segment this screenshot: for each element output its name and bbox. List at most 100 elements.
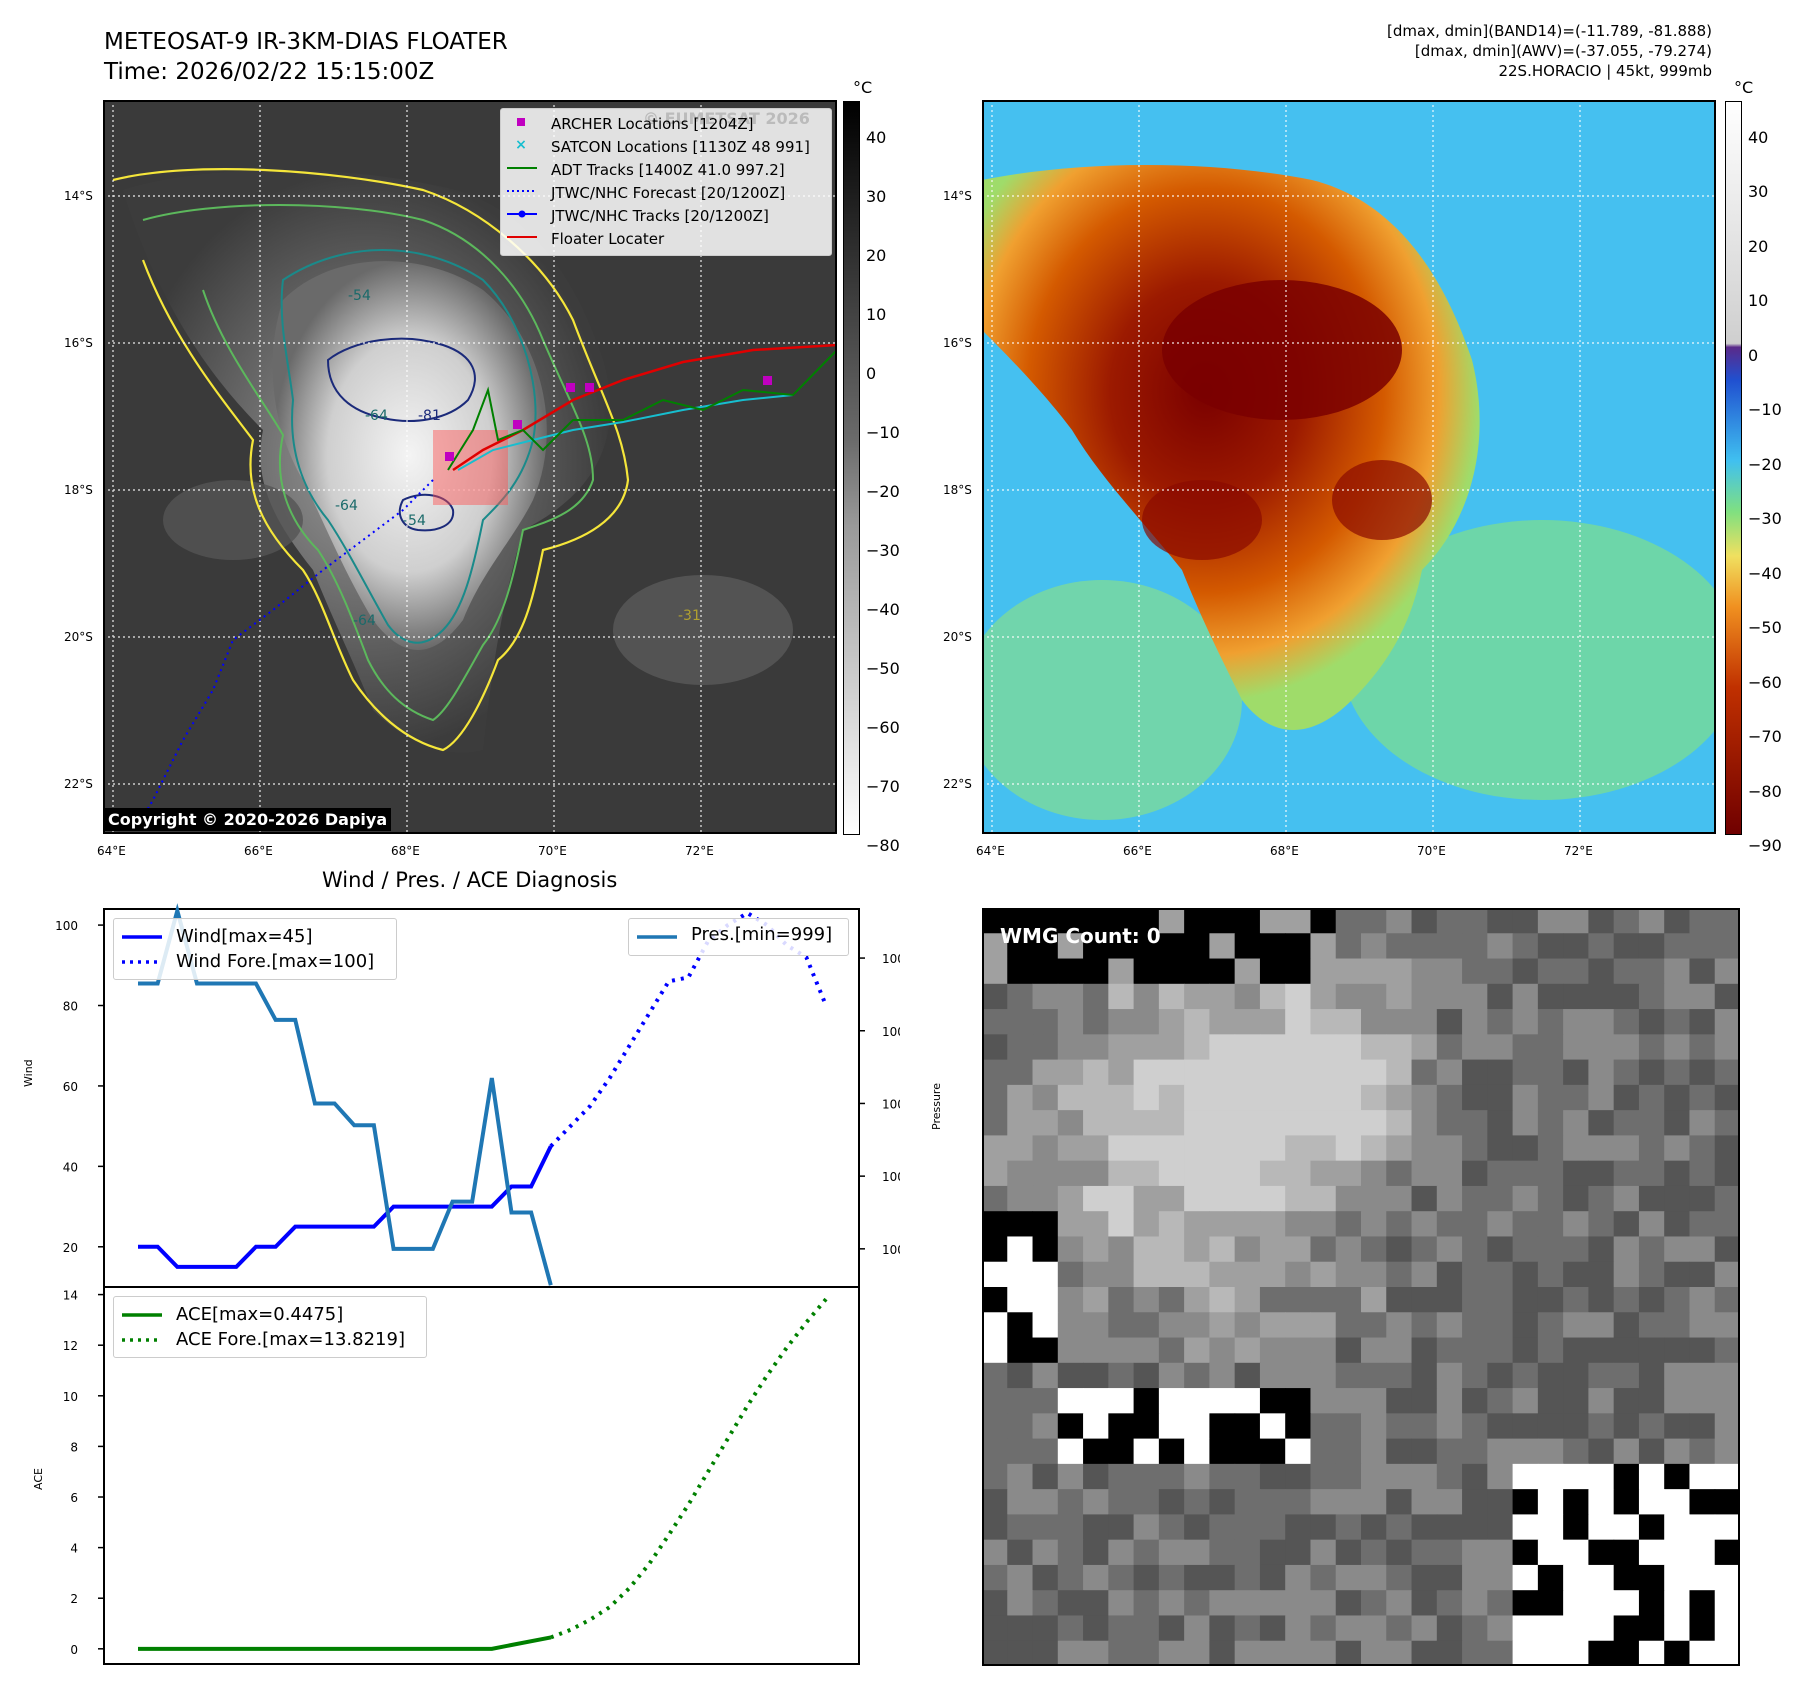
wmg-pixel	[1361, 1413, 1387, 1440]
wmg-pixel	[1184, 1160, 1210, 1187]
colorbar-left-tick: −60	[866, 718, 900, 737]
legend-ace: ACE[max=0.4475]	[176, 1304, 344, 1325]
wmg-pixel	[1487, 1034, 1514, 1061]
lat-label: 18°S	[943, 483, 972, 497]
wmg-pixel	[1386, 1337, 1413, 1364]
wmg-pixel	[1537, 1059, 1564, 1086]
wmg-pixel	[1133, 1413, 1160, 1440]
wmg-pixel	[1386, 1312, 1413, 1339]
legend-adt: ADT Tracks [1400Z 41.0 997.2]	[551, 161, 785, 179]
wmg-pixel	[1638, 1413, 1665, 1440]
wmg-pixel	[1209, 958, 1236, 985]
wmg-pixel	[1436, 1564, 1463, 1591]
wmg-pixel	[1184, 983, 1210, 1010]
wmg-pixel	[1512, 1236, 1539, 1263]
wmg-pixel	[1032, 1135, 1059, 1162]
wmg-pixel	[1386, 1135, 1413, 1162]
wmg-pixel	[1689, 1514, 1716, 1541]
wmg-pixel	[1108, 1539, 1135, 1566]
wmg-pixel	[1462, 1009, 1488, 1035]
wmg-pixel	[1664, 1489, 1690, 1515]
wmg-pixel	[1032, 1312, 1059, 1339]
wmg-pixel	[1234, 1211, 1261, 1237]
wmg-pixel	[1184, 1185, 1210, 1212]
wmg-pixel	[1487, 1135, 1514, 1162]
wmg-pixel	[1462, 1388, 1488, 1414]
wmg-pixel	[1411, 1514, 1438, 1541]
wind-legend: Wind[max=45] Wind Fore.[max=100]	[113, 918, 397, 980]
wmg-pixel	[1057, 958, 1084, 985]
wmg-pixel	[1083, 1236, 1109, 1263]
wmg-pixel	[1259, 958, 1286, 985]
wmg-pixel	[1638, 1388, 1665, 1414]
wmg-pixel	[1588, 1211, 1615, 1237]
wmg-pixel	[1638, 983, 1665, 1010]
wmg-pixel	[1083, 908, 1109, 934]
wmg-pixel	[1209, 1514, 1236, 1541]
pressure-line	[138, 903, 553, 1286]
wmg-pixel	[1285, 958, 1311, 985]
wmg-pixel	[1285, 1059, 1311, 1086]
wmg-pixel	[1512, 1489, 1539, 1515]
wmg-pixel	[1310, 1160, 1337, 1187]
wmg-pixel	[1158, 1211, 1185, 1237]
wmg-pixel	[1108, 1034, 1135, 1061]
wmg-pixel	[1462, 1312, 1488, 1339]
wmg-pixel	[1057, 1211, 1084, 1237]
wmg-pixel	[1613, 1438, 1640, 1465]
wmg-pixel	[1108, 1211, 1135, 1237]
wmg-pixel	[1184, 933, 1210, 960]
wmg-pixel	[1411, 1388, 1438, 1414]
wmg-pixel	[1335, 1489, 1362, 1515]
wmg-pixel	[1512, 1615, 1539, 1642]
lon-label: 64°E	[97, 844, 126, 858]
wmg-pixel	[1108, 1236, 1135, 1263]
colorbar-unit-left: °C	[853, 78, 873, 97]
wmg-pixel	[1209, 1438, 1236, 1465]
wmg-pixel	[982, 908, 1008, 934]
wmg-pixel	[1032, 1489, 1059, 1515]
wmg-pixel	[1563, 1059, 1589, 1086]
wmg-pixel	[1361, 1463, 1387, 1490]
wmg-pixel	[982, 1009, 1008, 1035]
wmg-pixel	[1234, 1261, 1261, 1288]
wmg-pixel	[1689, 1615, 1716, 1642]
wmg-pixel	[1361, 1059, 1387, 1086]
wmg-pixel	[1310, 1287, 1337, 1313]
wmg-pixel	[1537, 1135, 1564, 1162]
lon-label: 70°E	[538, 844, 567, 858]
wmg-pixel	[1664, 908, 1690, 934]
wmg-pixel	[982, 1590, 1008, 1616]
wmg-pixel	[1057, 1564, 1084, 1591]
wmg-pixel	[1689, 1463, 1716, 1490]
wmg-pixel	[1310, 1539, 1337, 1566]
colorbar-left-tick: −30	[866, 541, 900, 560]
ace-forecast-line	[550, 1297, 828, 1640]
wmg-pixel	[1563, 1211, 1589, 1237]
colorbar-right-tick: 40	[1748, 128, 1769, 147]
wmg-pixel	[1158, 1009, 1185, 1035]
wmg-pixel	[1285, 1514, 1311, 1541]
wmg-pixel	[1563, 983, 1589, 1010]
wmg-pixel	[1638, 1438, 1665, 1465]
wmg-pixel	[1032, 1009, 1059, 1035]
wmg-pixel	[1487, 933, 1514, 960]
wmg-pixel	[1588, 908, 1615, 934]
wmg-pixel	[1563, 1287, 1589, 1313]
wmg-pixel	[1638, 1312, 1665, 1339]
wind-tick-label: 60	[63, 1080, 78, 1094]
wmg-pixel	[1083, 983, 1109, 1010]
wmg-pixel	[1664, 1564, 1690, 1591]
wmg-pixel	[1259, 983, 1286, 1010]
wmg-pixel	[1613, 1539, 1640, 1566]
wmg-pixel	[1613, 1413, 1640, 1440]
wmg-pixel	[1335, 1110, 1362, 1136]
wmg-pixel	[1032, 1211, 1059, 1237]
wmg-pixel	[1032, 1463, 1059, 1490]
wmg-pixel	[1512, 1009, 1539, 1035]
wmg-pixel	[1689, 1362, 1716, 1389]
ace-tick-label: 2	[70, 1592, 78, 1606]
wmg-pixel	[1335, 1564, 1362, 1591]
wmg-pixel	[1386, 1413, 1413, 1440]
contour-yellow	[112, 168, 630, 752]
